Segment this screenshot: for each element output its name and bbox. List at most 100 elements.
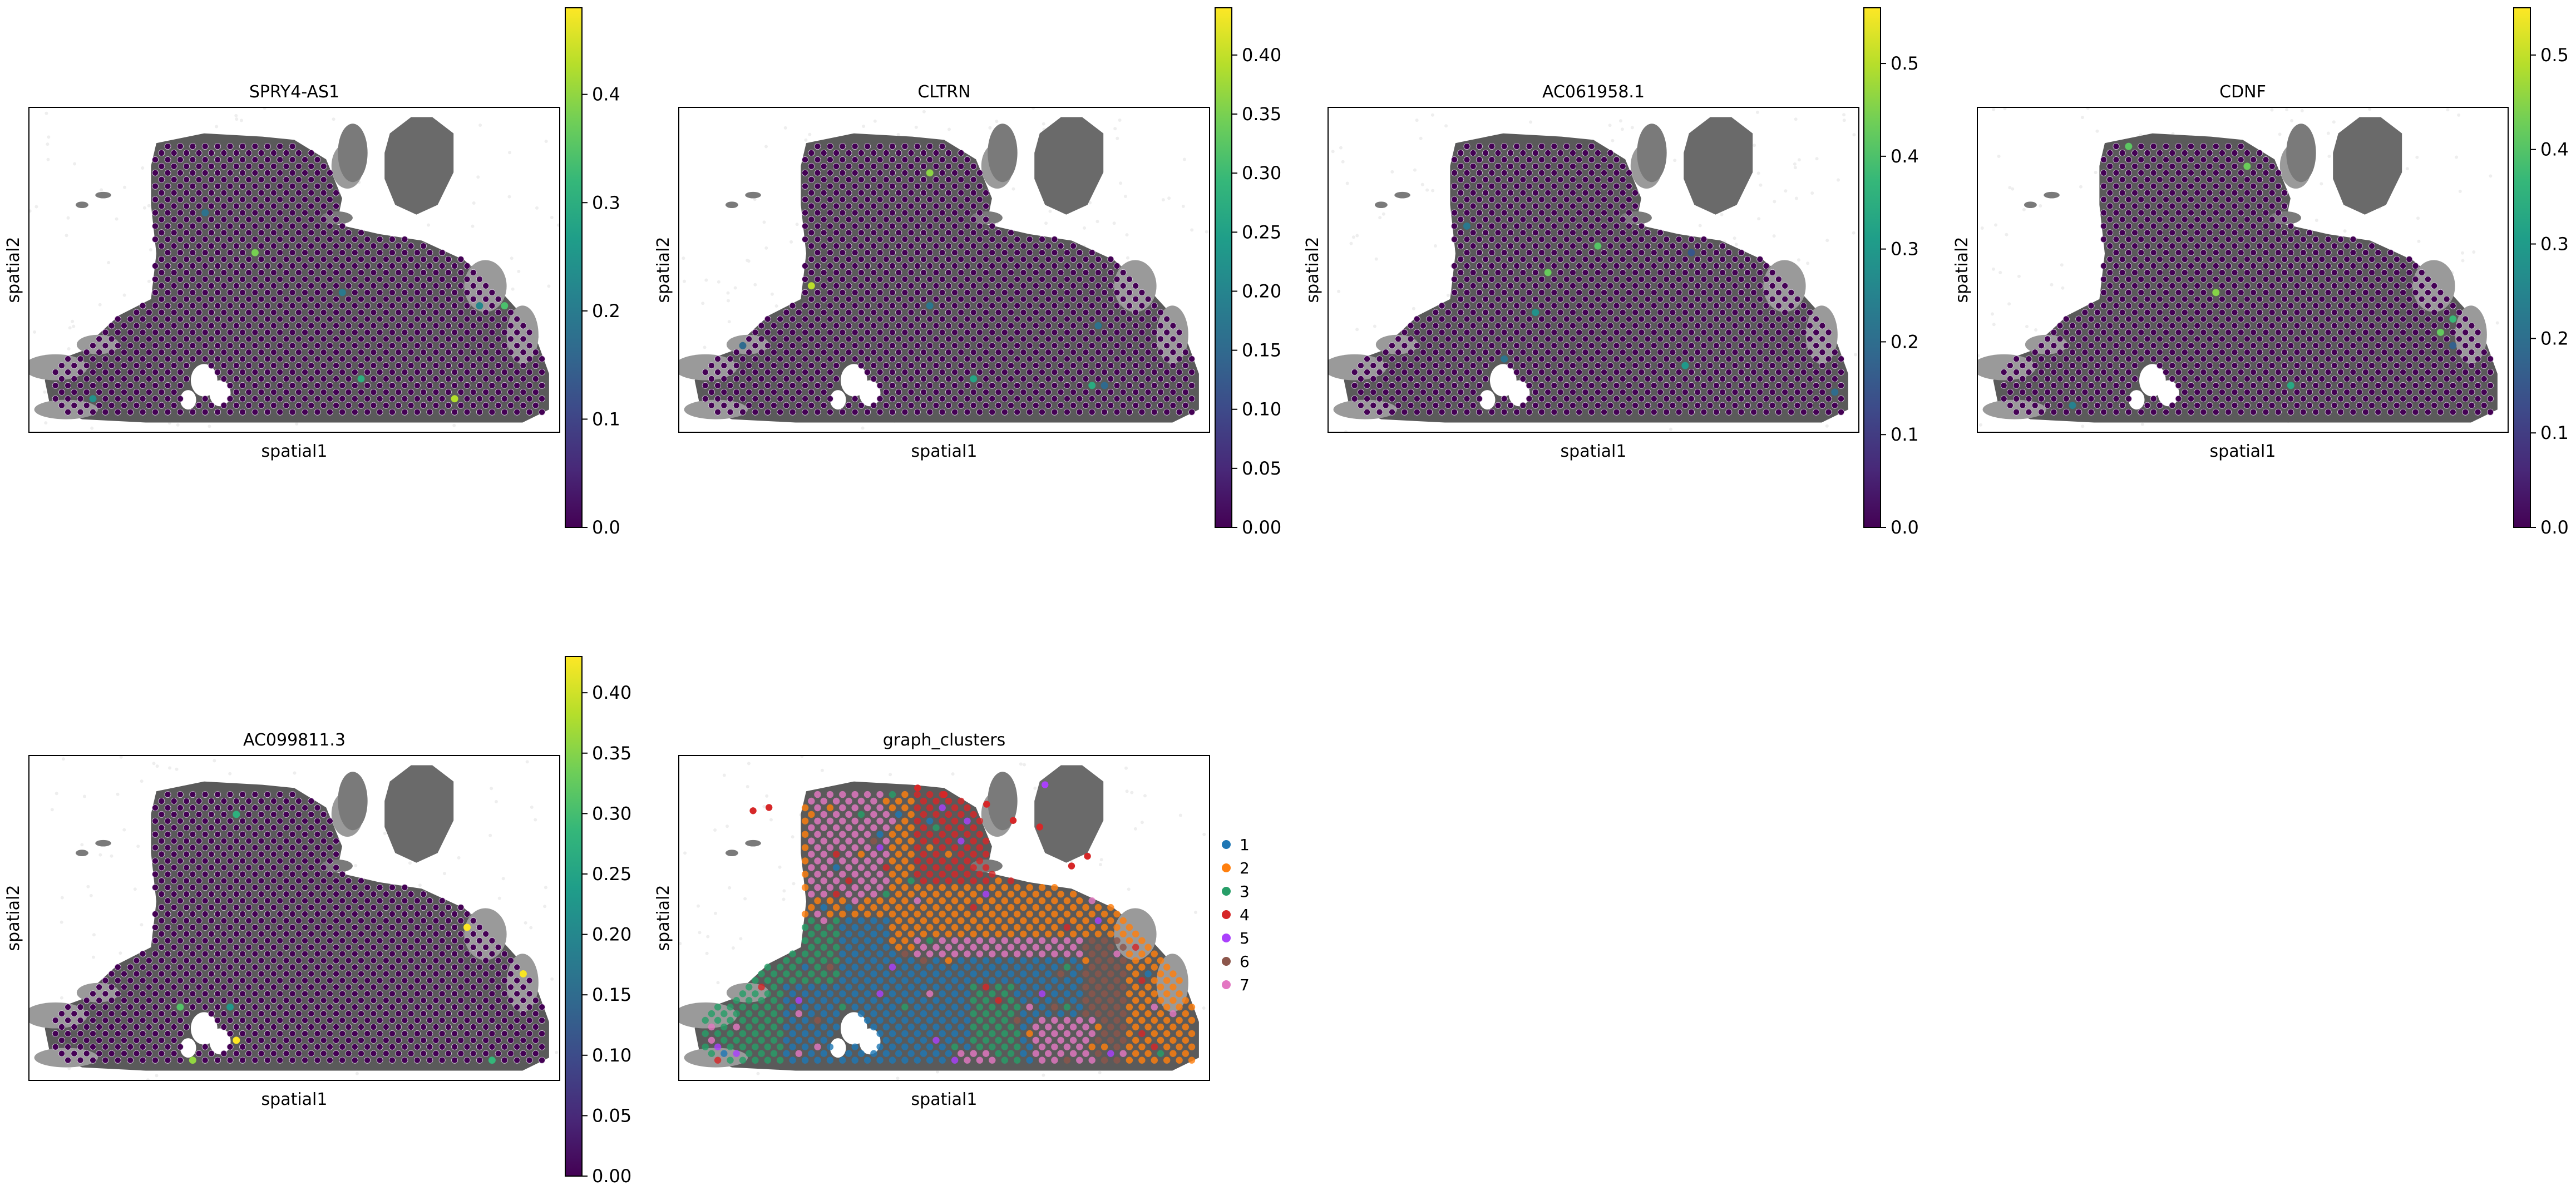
expression-spot <box>1706 269 1714 276</box>
expression-spot <box>2262 196 2269 203</box>
expression-spot <box>1051 289 1058 296</box>
expression-spot <box>314 355 321 363</box>
expression-spot <box>1469 362 1477 369</box>
expression-spot <box>1151 395 1158 402</box>
expression-spot <box>1070 349 1077 356</box>
expression-spot <box>283 309 290 316</box>
expression-spot <box>2113 169 2120 176</box>
expression-spot <box>1107 269 1114 276</box>
expression-spot <box>139 382 146 389</box>
expression-spot <box>1794 362 1801 369</box>
expression-spot <box>1601 209 1608 216</box>
expression-spot <box>826 368 833 376</box>
expression-spot <box>1014 236 1021 243</box>
expression-spot <box>1706 322 1714 329</box>
expression-spot <box>258 388 265 396</box>
expression-spot <box>277 249 284 256</box>
expression-spot <box>1182 402 1189 409</box>
expression-spot <box>833 189 840 196</box>
expression-spot <box>2337 249 2345 256</box>
tissue-speck <box>762 220 766 224</box>
expression-spot <box>145 309 152 316</box>
expression-spot <box>1082 282 1089 289</box>
expression-spot <box>2187 196 2194 203</box>
expression-spot <box>158 349 165 356</box>
expression-spot <box>438 382 446 389</box>
expression-spot <box>1475 289 1483 296</box>
expression-spot <box>1544 375 1552 382</box>
expression-spot <box>395 282 402 289</box>
expression-spot <box>2312 408 2320 416</box>
expression-spot <box>1644 295 1651 303</box>
expression-spot <box>814 395 821 402</box>
expression-spot <box>2256 162 2263 170</box>
expression-spot <box>2318 362 2326 369</box>
expression-spot <box>445 282 452 289</box>
expression-spot <box>2181 229 2188 236</box>
expression-spot <box>939 395 946 402</box>
expression-spot <box>2119 388 2126 396</box>
expression-spot <box>1694 269 1701 276</box>
expression-spot <box>270 256 277 263</box>
tissue-speck <box>1415 118 1419 122</box>
expression-spot <box>2138 302 2145 309</box>
expression-spot <box>1601 315 1608 323</box>
expression-spot <box>270 322 277 329</box>
expression-spot <box>939 249 946 256</box>
expression-spot <box>2131 203 2139 210</box>
expression-spot <box>2200 209 2207 216</box>
expression-spot <box>1669 295 1676 303</box>
expression-spot <box>857 243 865 250</box>
expression-spot <box>2181 402 2188 409</box>
expression-spot <box>2318 322 2326 329</box>
expression-spot <box>176 236 184 243</box>
expression-spot <box>746 349 753 356</box>
expression-spot <box>2362 315 2369 323</box>
expression-spot <box>1569 243 1576 250</box>
expression-spot <box>1020 335 1027 343</box>
expression-spot <box>1706 256 1714 263</box>
expression-spot <box>145 402 152 409</box>
expression-spot <box>2462 395 2469 402</box>
expression-spot <box>1513 275 1521 283</box>
colorbar-tick-label: 0.1 <box>2540 422 2569 443</box>
tissue-speck <box>896 133 900 136</box>
expression-spot <box>1569 282 1576 289</box>
expression-spot <box>277 275 284 283</box>
expression-spot <box>945 282 952 289</box>
expression-spot <box>2138 182 2145 190</box>
expression-spot <box>864 143 871 150</box>
expression-spot <box>2106 349 2114 356</box>
expression-spot <box>2212 143 2219 150</box>
expression-spot <box>1607 150 1614 157</box>
tissue-speck <box>2416 216 2420 220</box>
expression-spot <box>314 382 321 389</box>
expression-spot <box>170 216 177 223</box>
expression-spot <box>2306 335 2313 343</box>
expression-spot <box>2212 355 2219 363</box>
expression-spot <box>2113 262 2120 269</box>
expression-spot <box>501 329 508 336</box>
expression-spot <box>376 275 383 283</box>
expression-spot <box>826 143 833 150</box>
expression-spot <box>2406 282 2413 289</box>
expression-spot <box>945 388 952 396</box>
expression-spot <box>133 349 140 356</box>
expression-spot <box>1076 342 1083 349</box>
expression-spot <box>2362 329 2369 336</box>
expression-spot <box>945 203 952 210</box>
expression-spot <box>2243 243 2251 250</box>
expression-spot <box>1419 335 1427 343</box>
expression-spot <box>351 408 358 416</box>
expression-spot <box>901 196 909 203</box>
expression-spot <box>1607 375 1614 382</box>
expression-spot <box>251 236 259 243</box>
expression-spot <box>220 256 228 263</box>
expression-spot <box>1076 368 1083 376</box>
expression-spot <box>65 382 72 389</box>
expression-spot <box>308 388 315 396</box>
expression-spot <box>333 269 340 276</box>
expression-spot <box>1507 282 1514 289</box>
expression-spot <box>258 402 265 409</box>
tissue-speck <box>2081 424 2085 428</box>
